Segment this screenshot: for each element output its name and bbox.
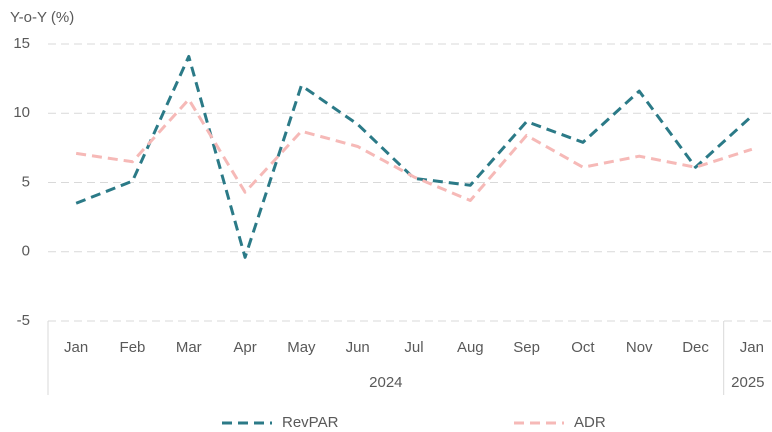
y-tick-label: -5: [17, 312, 30, 329]
y-tick-label: 10: [13, 104, 30, 121]
x-tick-label: Feb: [120, 339, 146, 356]
y-tick-label: 5: [22, 173, 30, 190]
x-tick-label: Aug: [457, 339, 484, 356]
x-tick-label: Jul: [404, 339, 423, 356]
x-tick-label: May: [287, 339, 316, 356]
x-tick-label: Apr: [233, 339, 256, 356]
y-tick-label: 0: [22, 243, 30, 260]
series-line: [75, 97, 753, 203]
x-tick-label: Nov: [626, 339, 653, 356]
x-tick-label: Jan: [740, 339, 764, 356]
group-label: 2024: [369, 374, 402, 391]
x-tick-label: Jun: [346, 339, 370, 356]
legend-label: RevPAR: [282, 414, 339, 431]
x-tick-label: Oct: [571, 339, 595, 356]
group-label: 2025: [731, 374, 764, 391]
series-line: [75, 54, 753, 259]
x-tick-label: Sep: [513, 339, 540, 356]
y-axis-label: Y-o-Y (%): [10, 9, 74, 26]
legend-label: ADR: [574, 414, 606, 431]
y-tick-label: 15: [13, 35, 30, 52]
x-tick-label: Dec: [682, 339, 709, 356]
x-tick-label: Mar: [176, 339, 202, 356]
x-tick-label: Jan: [64, 339, 88, 356]
